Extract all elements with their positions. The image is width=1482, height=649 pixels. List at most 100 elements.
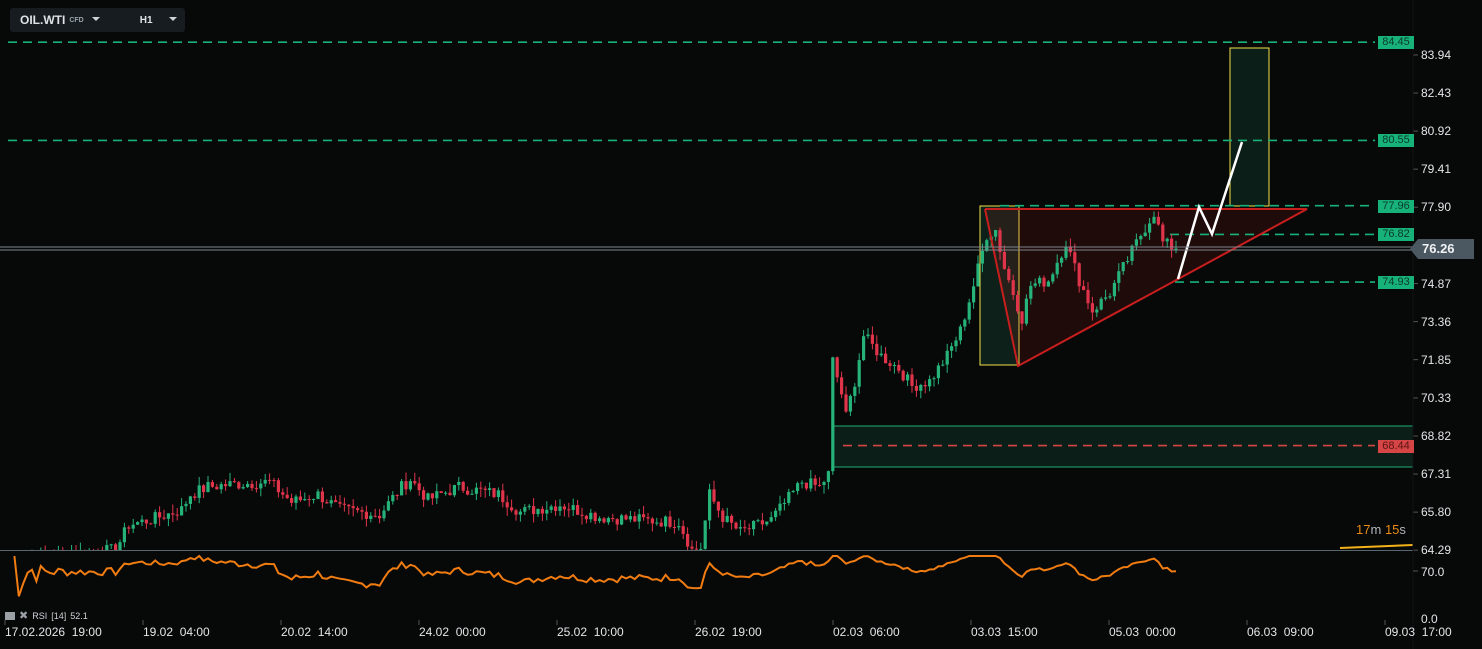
candle [659, 518, 663, 528]
rsi-period: [14] [51, 610, 67, 621]
timeframe-dropdown-icon[interactable] [168, 16, 177, 21]
candle [197, 476, 201, 504]
candle [1016, 290, 1020, 314]
chart-toolbar: OIL.WTI CFD H1 [10, 8, 185, 32]
candle [175, 508, 179, 521]
candle [470, 489, 474, 495]
symbol-dropdown-icon[interactable] [91, 16, 100, 21]
candle [224, 479, 228, 491]
price-tick: 67.31 [1421, 467, 1452, 482]
candle [1126, 256, 1130, 265]
level-tag[interactable]: 80.55 [1378, 134, 1414, 148]
candle [373, 508, 377, 518]
candle [228, 472, 232, 487]
candle [360, 506, 364, 520]
candle [523, 504, 527, 516]
candle [1082, 280, 1086, 291]
candle [312, 498, 316, 504]
candle [298, 490, 302, 502]
candle [650, 517, 654, 532]
candle [897, 359, 901, 374]
candle [747, 523, 751, 536]
candle [857, 353, 861, 394]
candle [307, 495, 311, 507]
current-price-tag: 76.26 [1410, 239, 1474, 259]
candle [272, 477, 276, 488]
level-tag[interactable]: 84.45 [1378, 36, 1414, 50]
candle [730, 514, 734, 530]
countdown-bar [1339, 544, 1414, 549]
candle [760, 513, 764, 531]
candle [149, 522, 153, 525]
candle [285, 487, 289, 500]
candle [646, 512, 650, 525]
candle [501, 483, 505, 508]
symbol-type: CFD [69, 16, 84, 24]
candle [743, 520, 747, 533]
level-tag[interactable]: 74.93 [1378, 276, 1414, 290]
candle [1170, 234, 1174, 258]
candle [615, 518, 619, 531]
time-tick: 25.02 10:00 [557, 625, 624, 639]
candle [532, 497, 536, 523]
price-tick: 83.94 [1421, 48, 1452, 62]
candle [1042, 275, 1046, 292]
candle [835, 356, 839, 383]
candle [171, 504, 175, 523]
time-tick: 09.03 17:00 [1385, 625, 1452, 639]
candle [945, 343, 949, 373]
candle [620, 513, 624, 526]
level-tag[interactable]: 77.96 [1378, 199, 1414, 213]
candle [140, 515, 144, 527]
candle [276, 477, 280, 498]
candle [558, 499, 562, 516]
candle [144, 519, 148, 529]
time-tick: 20.02 14:00 [281, 625, 348, 639]
time-tick: 06.03 09:00 [1247, 625, 1314, 639]
candle-countdown: 17m 15s [1356, 522, 1406, 537]
candle [303, 492, 307, 502]
price-tick: 80.92 [1421, 124, 1452, 139]
candle [215, 483, 219, 490]
candle [628, 510, 632, 523]
candle [35, 550, 38, 563]
level-tag[interactable]: 76.82 [1378, 228, 1414, 242]
candle [778, 495, 782, 516]
symbol-selector[interactable]: OIL.WTI [20, 13, 66, 27]
candle [848, 394, 852, 417]
candle [593, 511, 597, 525]
candle [738, 519, 742, 536]
candle [527, 503, 531, 510]
candle [1024, 294, 1028, 326]
candle [180, 498, 184, 516]
candle [765, 521, 769, 527]
close-indicator-icon[interactable]: ✖ [19, 610, 29, 622]
candle [1086, 282, 1090, 310]
candle [980, 243, 984, 273]
candle [721, 508, 725, 528]
level-tag[interactable]: 68.44 [1378, 439, 1414, 453]
candle [686, 527, 690, 550]
candle [71, 544, 73, 550]
candle [932, 376, 936, 387]
candle [800, 480, 804, 489]
price-tick: 82.43 [1421, 86, 1452, 101]
indicator-settings-icon[interactable] [5, 611, 15, 620]
rsi-tick-70: 70.0 [1421, 565, 1445, 579]
candle [488, 482, 492, 497]
candle [950, 342, 954, 359]
candle [813, 474, 817, 491]
candle [294, 494, 298, 510]
candle [105, 539, 109, 550]
candle [554, 500, 558, 516]
candle [263, 473, 267, 487]
candle [1038, 275, 1042, 287]
candle [413, 472, 417, 486]
timeframe-selector[interactable]: H1 [139, 14, 153, 26]
candle [664, 515, 668, 533]
candle [1046, 280, 1050, 287]
projection-path [1176, 141, 1244, 280]
candle [1011, 274, 1015, 300]
candle [400, 479, 404, 496]
